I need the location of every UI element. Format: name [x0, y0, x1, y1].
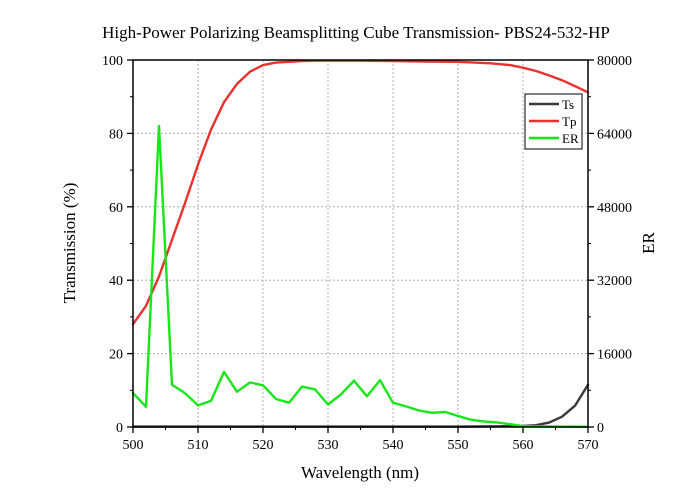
plot-frame: [132, 59, 589, 428]
y2-tick-label: 80000: [597, 54, 632, 69]
x-tick-label: 550: [448, 438, 469, 453]
y2-axis-label: ER: [639, 231, 658, 253]
axis-ticks: 500 510 520 530 540 550 560 570 0 20 40 60 80 100 0 160…: [102, 54, 632, 453]
x-tick-label: 540: [383, 438, 404, 453]
x-tick-label: 560: [513, 438, 534, 453]
series-line-ts: [131, 383, 590, 428]
x-tick-label: 500: [123, 438, 144, 453]
series-line-tp: [131, 59, 590, 326]
y2-tick-label: 64000: [597, 127, 632, 142]
x-axis-label: Wavelength (nm): [301, 463, 419, 482]
y-tick-label: 0: [116, 421, 123, 436]
legend-label-ts: Ts: [562, 97, 574, 112]
y2-tick-label: 16000: [597, 348, 632, 363]
y-tick-label: 80: [109, 127, 123, 142]
x-tick-label: 510: [188, 438, 209, 453]
x-tick-label: 530: [318, 438, 339, 453]
legend-label-er: ER: [562, 131, 579, 146]
x-tick-label: 520: [253, 438, 274, 453]
series-line-er: [131, 124, 590, 428]
y-tick-label: 20: [109, 348, 123, 363]
y-tick-label: 100: [102, 54, 123, 69]
y-tick-label: 60: [109, 201, 123, 216]
y2-tick-label: 32000: [597, 274, 632, 289]
y2-tick-label: 48000: [597, 201, 632, 216]
data-series: [131, 59, 590, 428]
y-tick-label: 40: [109, 274, 123, 289]
grid-lines: [133, 60, 588, 427]
y2-tick-label: 0: [597, 421, 604, 436]
legend: Ts Tp ER: [524, 93, 583, 150]
chart-title: High-Power Polarizing Beamsplitting Cube…: [102, 23, 610, 42]
x-tick-label: 570: [578, 438, 599, 453]
legend-label-tp: Tp: [562, 114, 576, 129]
y-axis-label: Transmission (%): [60, 183, 79, 304]
